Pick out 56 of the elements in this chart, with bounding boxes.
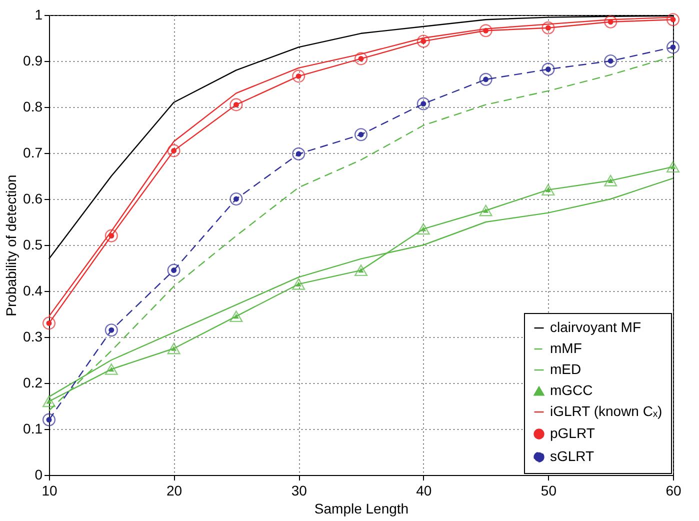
point [542, 62, 555, 76]
point [416, 34, 430, 48]
point [354, 128, 368, 142]
y-tick-label: 0.4 [23, 282, 43, 298]
point [104, 229, 118, 242]
legend-label: mED [550, 361, 582, 377]
y-tick-label: 0.2 [23, 374, 43, 390]
point [230, 310, 243, 322]
y-tick-label: 0 [34, 466, 43, 482]
point [416, 223, 430, 235]
y-tick-label: 0.5 [23, 236, 43, 252]
point [42, 413, 56, 426]
y-tick-label: 0.3 [23, 328, 43, 344]
point [542, 21, 555, 34]
point [167, 144, 180, 158]
point [167, 264, 180, 277]
point [542, 184, 555, 196]
point [104, 363, 118, 375]
point [292, 147, 306, 160]
y-tick-label: 0.8 [23, 98, 43, 114]
y-tick-label: 0.6 [23, 190, 43, 206]
point [479, 72, 492, 86]
legend-label: sGLRT [550, 448, 595, 464]
point [230, 98, 243, 112]
x-tick-label: 50 [540, 482, 557, 498]
y-tick-label: 0.1 [23, 420, 43, 436]
legend-label: mMF [550, 340, 582, 356]
point [230, 192, 243, 206]
legend-label: iGLRT (known Cₓ) [550, 403, 662, 419]
point [354, 52, 368, 66]
x-tick-label: 20 [166, 482, 182, 498]
point [42, 316, 56, 330]
y-tick-label: 0.7 [23, 144, 43, 160]
point [42, 396, 56, 408]
x-tick-label: 60 [666, 482, 682, 498]
point [479, 204, 492, 216]
legend-label: mGCC [550, 382, 593, 398]
x-tick-label: 10 [42, 482, 58, 498]
x-tick-label: 30 [291, 482, 308, 498]
legend-label: pGLRT [550, 425, 596, 441]
point [167, 342, 180, 354]
y-tick-label: 0.9 [23, 52, 43, 68]
point [354, 264, 368, 276]
point [666, 161, 680, 173]
point [292, 278, 306, 290]
x-axis-title: Sample Length [314, 500, 409, 516]
y-tick-label: 1 [34, 6, 43, 22]
point [104, 324, 118, 337]
y-axis-title: Probability of detection [3, 174, 20, 316]
point [604, 54, 618, 68]
point [666, 40, 680, 54]
x-tick-label: 40 [416, 482, 432, 498]
point [292, 70, 306, 83]
point [604, 174, 618, 186]
point [416, 97, 430, 110]
legend-label: clairvoyant MF [550, 319, 642, 335]
